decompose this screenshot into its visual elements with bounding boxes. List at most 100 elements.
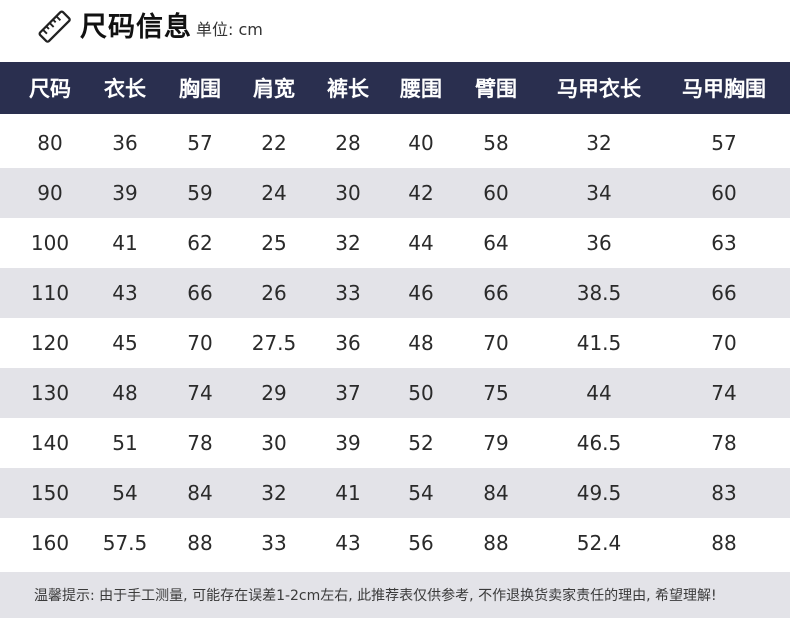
table-cell: 57 xyxy=(187,131,213,155)
table-row: 90 39 59 24 30 42 60 34 60 xyxy=(0,168,790,218)
table-cell: 43 xyxy=(112,281,138,305)
column-header-vest-chest: 马甲胸围 xyxy=(682,77,766,101)
table-cell: 66 xyxy=(711,281,737,305)
table-cell: 43 xyxy=(335,531,361,555)
table-row: 80 36 57 22 28 40 58 32 57 xyxy=(0,118,790,168)
table-header-row: 尺码 衣长 胸围 肩宽 裤长 腰围 臂围 马甲衣长 马甲胸围 xyxy=(0,62,790,114)
table-cell: 41 xyxy=(112,231,138,255)
table-cell: 57 xyxy=(711,131,737,155)
table-cell: 48 xyxy=(408,331,434,355)
table-cell: 52 xyxy=(408,431,434,455)
table-cell: 84 xyxy=(483,481,509,505)
column-header-vest-length: 马甲衣长 xyxy=(557,77,641,101)
table-cell: 36 xyxy=(335,331,361,355)
table-cell: 70 xyxy=(711,331,737,355)
table-cell: 140 xyxy=(30,431,70,455)
table-cell: 38.5 xyxy=(576,281,622,305)
size-table: 尺码 衣长 胸围 肩宽 裤长 腰围 臂围 马甲衣长 马甲胸围 80 36 57 … xyxy=(0,62,790,568)
table-cell: 29 xyxy=(261,381,287,405)
table-cell: 46 xyxy=(408,281,434,305)
table-cell: 64 xyxy=(483,231,509,255)
table-cell: 30 xyxy=(261,431,287,455)
table-cell: 62 xyxy=(187,231,213,255)
table-cell: 33 xyxy=(335,281,361,305)
table-cell: 100 xyxy=(30,231,70,255)
table-cell: 70 xyxy=(187,331,213,355)
table-cell: 57.5 xyxy=(102,531,148,555)
table-cell: 83 xyxy=(711,481,737,505)
table-cell: 41 xyxy=(335,481,361,505)
table-row: 120 45 70 27.5 36 48 70 41.5 70 xyxy=(0,318,790,368)
table-cell: 88 xyxy=(483,531,509,555)
table-cell: 58 xyxy=(483,131,509,155)
table-cell: 22 xyxy=(261,131,287,155)
table-cell: 74 xyxy=(187,381,213,405)
table-cell: 110 xyxy=(30,281,70,305)
ruler-icon xyxy=(38,10,71,43)
table-cell: 60 xyxy=(483,181,509,205)
table-cell: 84 xyxy=(187,481,213,505)
table-cell: 60 xyxy=(711,181,737,205)
table-cell: 30 xyxy=(335,181,361,205)
table-row: 130 48 74 29 37 50 75 44 74 xyxy=(0,368,790,418)
table-cell: 34 xyxy=(586,181,612,205)
table-cell: 42 xyxy=(408,181,434,205)
table-row: 150 54 84 32 41 54 84 49.5 83 xyxy=(0,468,790,518)
column-header-chest: 胸围 xyxy=(179,77,221,101)
table-cell: 80 xyxy=(37,131,63,155)
table-row: 140 51 78 30 39 52 79 46.5 78 xyxy=(0,418,790,468)
table-row: 160 57.5 88 33 43 56 88 52.4 88 xyxy=(0,518,790,568)
table-cell: 32 xyxy=(261,481,287,505)
table-cell: 28 xyxy=(335,131,361,155)
table-cell: 39 xyxy=(112,181,138,205)
column-header-waist: 腰围 xyxy=(400,77,442,101)
table-cell: 51 xyxy=(112,431,138,455)
column-header-shoulder: 肩宽 xyxy=(253,77,295,101)
column-header-arm: 臂围 xyxy=(475,77,517,101)
table-cell: 44 xyxy=(408,231,434,255)
table-cell: 44 xyxy=(586,381,612,405)
table-cell: 120 xyxy=(30,331,70,355)
table-cell: 150 xyxy=(30,481,70,505)
table-cell: 54 xyxy=(408,481,434,505)
table-cell: 26 xyxy=(261,281,287,305)
table-cell: 50 xyxy=(408,381,434,405)
table-cell: 63 xyxy=(711,231,737,255)
table-cell: 56 xyxy=(408,531,434,555)
table-cell: 79 xyxy=(483,431,509,455)
disclaimer-bar: 温馨提示: 由于手工测量, 可能存在误差1-2cm左右, 此推荐表仅供参考, 不… xyxy=(0,572,790,618)
unit-label: 单位: cm xyxy=(196,20,263,39)
table-cell: 90 xyxy=(37,181,63,205)
table-cell: 52.4 xyxy=(576,531,622,555)
table-cell: 36 xyxy=(112,131,138,155)
table-cell: 49.5 xyxy=(576,481,622,505)
table-cell: 59 xyxy=(187,181,213,205)
column-header-length: 衣长 xyxy=(104,77,146,101)
table-cell: 78 xyxy=(187,431,213,455)
disclaimer-text: 温馨提示: 由于手工测量, 可能存在误差1-2cm左右, 此推荐表仅供参考, 不… xyxy=(34,588,717,604)
table-cell: 37 xyxy=(335,381,361,405)
column-header-size: 尺码 xyxy=(29,77,71,101)
table-cell: 78 xyxy=(711,431,737,455)
table-cell: 45 xyxy=(112,331,138,355)
table-row: 100 41 62 25 32 44 64 36 63 xyxy=(0,218,790,268)
table-cell: 54 xyxy=(112,481,138,505)
table-cell: 48 xyxy=(112,381,138,405)
table-cell: 88 xyxy=(187,531,213,555)
page-title: 尺码信息 xyxy=(80,11,192,43)
table-cell: 32 xyxy=(586,131,612,155)
table-cell: 88 xyxy=(711,531,737,555)
table-cell: 25 xyxy=(261,231,287,255)
table-cell: 32 xyxy=(335,231,361,255)
table-cell: 66 xyxy=(187,281,213,305)
table-cell: 27.5 xyxy=(251,331,297,355)
table-cell: 130 xyxy=(30,381,70,405)
table-cell: 160 xyxy=(30,531,70,555)
table-cell: 41.5 xyxy=(576,331,622,355)
table-cell: 66 xyxy=(483,281,509,305)
table-cell: 46.5 xyxy=(576,431,622,455)
table-row: 110 43 66 26 33 46 66 38.5 66 xyxy=(0,268,790,318)
table-cell: 70 xyxy=(483,331,509,355)
table-cell: 24 xyxy=(261,181,287,205)
table-cell: 39 xyxy=(335,431,361,455)
